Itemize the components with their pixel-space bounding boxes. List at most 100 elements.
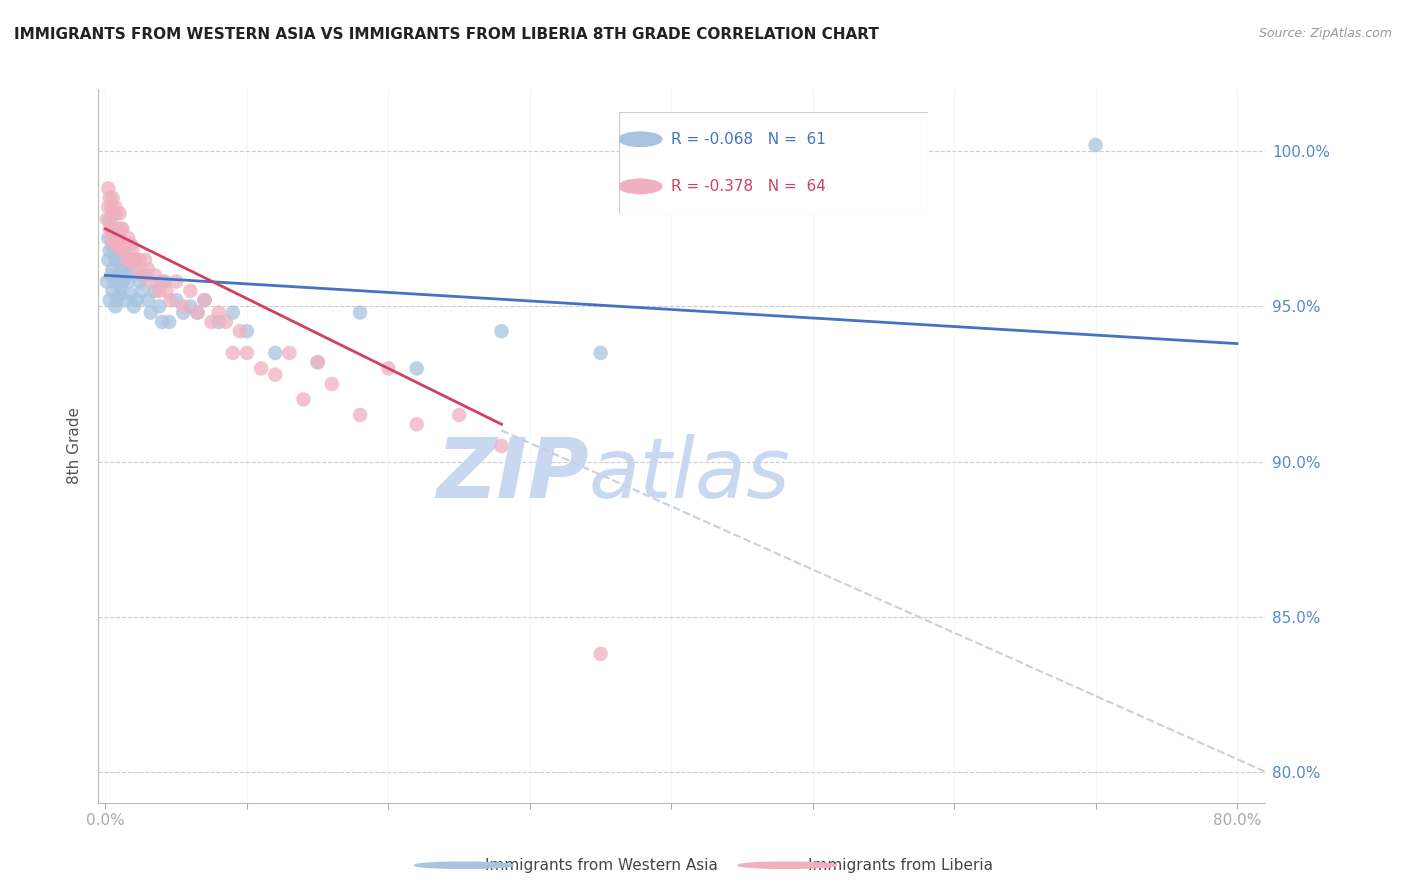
- Text: Immigrants from Liberia: Immigrants from Liberia: [808, 858, 994, 872]
- Point: [105, 231, 128, 245]
- Point: [122, 252, 145, 267]
- Point: [405, 361, 427, 376]
- Point: [104, 222, 127, 236]
- Point: [134, 268, 156, 283]
- Point: [100, 231, 122, 245]
- Point: [105, 237, 128, 252]
- Point: [112, 237, 135, 252]
- Point: [307, 355, 329, 369]
- Point: [120, 237, 142, 252]
- Point: [96, 275, 118, 289]
- Point: [101, 284, 124, 298]
- Text: ZIP: ZIP: [436, 434, 589, 515]
- Circle shape: [619, 179, 662, 194]
- Circle shape: [619, 132, 662, 146]
- Point: [104, 200, 127, 214]
- Point: [111, 275, 134, 289]
- Point: [307, 355, 329, 369]
- Point: [131, 284, 153, 298]
- Point: [153, 275, 176, 289]
- Point: [107, 252, 129, 267]
- Point: [193, 293, 215, 308]
- Point: [110, 244, 132, 258]
- Point: [229, 324, 252, 338]
- Point: [118, 252, 141, 267]
- Point: [117, 275, 139, 289]
- Point: [114, 244, 136, 258]
- Point: [491, 439, 513, 453]
- Point: [103, 206, 125, 220]
- Point: [159, 293, 181, 308]
- Point: [103, 244, 125, 258]
- Point: [215, 315, 238, 329]
- Point: [114, 293, 136, 308]
- Point: [108, 206, 131, 220]
- Point: [377, 361, 399, 376]
- Point: [321, 376, 343, 391]
- Point: [150, 315, 173, 329]
- Text: Source: ZipAtlas.com: Source: ZipAtlas.com: [1258, 27, 1392, 40]
- Point: [98, 212, 121, 227]
- Point: [264, 368, 287, 382]
- Point: [118, 252, 141, 267]
- Point: [112, 256, 135, 270]
- Point: [349, 305, 371, 319]
- Point: [105, 206, 128, 220]
- Point: [117, 231, 139, 245]
- Point: [98, 222, 121, 236]
- Point: [104, 252, 127, 267]
- Text: R = -0.068   N =  61: R = -0.068 N = 61: [671, 132, 827, 146]
- Point: [100, 268, 122, 283]
- Point: [107, 237, 129, 252]
- Point: [97, 181, 120, 195]
- Point: [236, 346, 259, 360]
- Circle shape: [415, 862, 513, 869]
- Point: [108, 231, 131, 245]
- Point: [150, 275, 173, 289]
- Point: [97, 231, 120, 245]
- Point: [128, 252, 150, 267]
- Point: [222, 346, 245, 360]
- Point: [143, 268, 166, 283]
- Point: [165, 275, 187, 289]
- Point: [134, 252, 156, 267]
- Point: [98, 191, 121, 205]
- Text: atlas: atlas: [589, 434, 790, 515]
- Point: [405, 417, 427, 432]
- Point: [110, 222, 132, 236]
- Point: [589, 346, 612, 360]
- Point: [120, 287, 142, 301]
- Point: [110, 281, 132, 295]
- Point: [278, 346, 301, 360]
- Point: [200, 315, 222, 329]
- Point: [108, 244, 131, 258]
- Point: [139, 275, 162, 289]
- Point: [103, 275, 125, 289]
- Point: [101, 222, 124, 236]
- Point: [155, 284, 177, 298]
- Point: [136, 293, 159, 308]
- Point: [121, 262, 143, 277]
- Point: [108, 287, 131, 301]
- Point: [124, 252, 146, 267]
- Point: [349, 408, 371, 422]
- Point: [449, 408, 471, 422]
- Point: [97, 252, 120, 267]
- Point: [186, 305, 208, 319]
- Point: [131, 268, 153, 283]
- Point: [104, 299, 127, 313]
- Point: [179, 284, 201, 298]
- Point: [115, 252, 138, 267]
- Point: [122, 299, 145, 313]
- Point: [107, 222, 129, 236]
- Point: [165, 293, 187, 308]
- Point: [100, 222, 122, 236]
- Point: [107, 275, 129, 289]
- Point: [128, 275, 150, 289]
- Point: [264, 346, 287, 360]
- Point: [179, 299, 201, 313]
- Point: [98, 293, 121, 308]
- Point: [139, 305, 162, 319]
- Point: [103, 237, 125, 252]
- Point: [101, 237, 124, 252]
